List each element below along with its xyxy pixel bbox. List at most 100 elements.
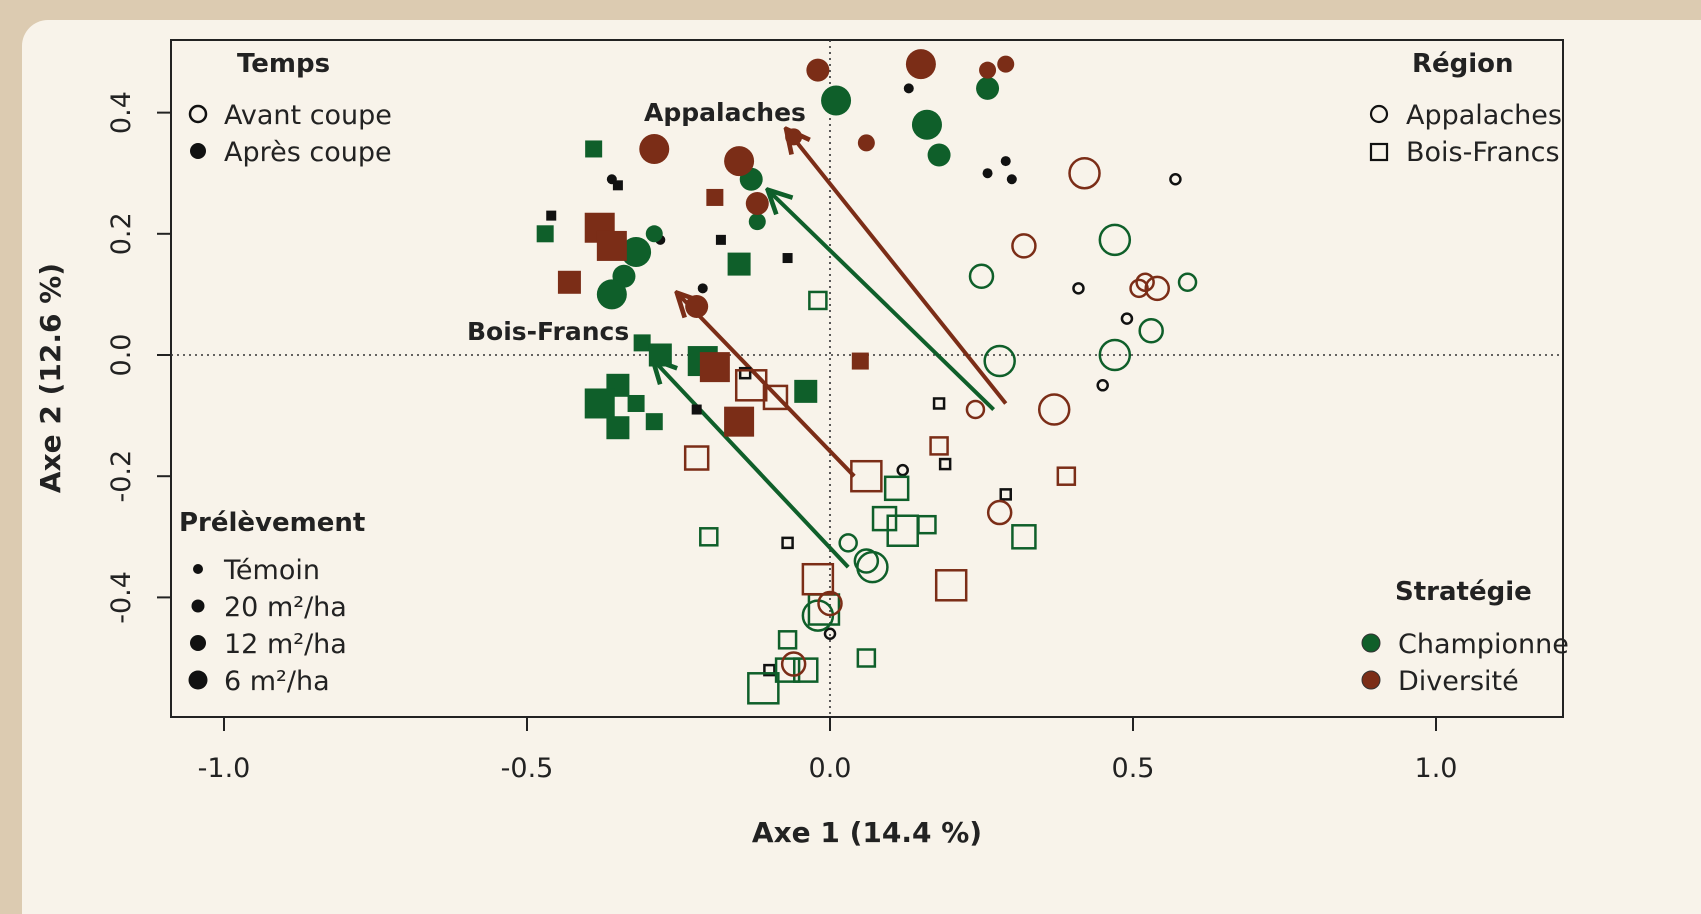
data-point [585,140,603,158]
data-point [929,436,949,456]
data-point [612,180,623,191]
data-point [932,397,946,410]
data-point [997,55,1015,73]
data-point [596,230,627,261]
data-point [1098,338,1132,372]
x-tick-label: -0.5 [501,753,554,784]
data-point [911,109,942,140]
data-point [927,143,951,167]
x-axis: -1.0 -0.5 0.0 0.5 1.0 [198,717,1458,784]
data-point [856,648,877,668]
data-point [1177,272,1198,293]
data-point [1068,156,1101,190]
data-point [546,210,557,221]
data-point [883,475,910,502]
square-shape-icon [1369,142,1389,162]
data-point [584,388,615,419]
data-point [699,352,730,383]
data-point [968,263,995,289]
y-tick-label: 0.2 [106,212,137,255]
legend-prelevement-item: 6 m²/ha [224,666,330,697]
data-point [715,234,726,245]
data-point [683,445,710,471]
legend-region-item: Bois-Francs [1406,137,1560,168]
data-point [817,590,843,617]
annotation-appalaches: Appalaches [644,98,806,127]
data-point [780,651,807,677]
data-point [763,663,776,677]
data-point [801,562,835,596]
data-point [1056,466,1077,486]
legend-prelevement: Prélèvement Témoin 20 m²/ha 12 m²/ha 6 m… [179,508,365,697]
data-point [774,657,801,683]
data-point [1011,524,1037,550]
legend-prelevement-item: Témoin [223,555,320,586]
dot-size-icon [193,564,203,574]
legend-strategie-item: Championne [1398,629,1569,660]
data-point [979,61,997,79]
data-point [1120,312,1134,325]
data-point [596,279,627,310]
data-point [645,225,663,243]
data-point [1072,282,1085,295]
circle-shape-icon [1369,104,1389,124]
data-point [905,49,936,80]
data-point [557,270,581,294]
data-point [982,168,993,179]
data-point [851,352,869,370]
data-point [697,283,708,294]
data-point [823,627,837,641]
legend-region: Région Appalaches Bois-Francs [1369,49,1562,168]
data-point [685,295,709,319]
legend-strategie-title: Stratégie [1395,577,1532,607]
data-point [699,527,719,547]
data-point [853,548,880,574]
x-axis-title: Axe 1 (14.4 %) [752,816,982,849]
data-point [785,128,803,146]
chart-card: -1.0 -0.5 0.0 0.5 1.0 -0.4 -0.2 0.0 0.2 0.4 Appa… [22,20,1701,914]
data-point [1144,275,1170,302]
data-point [738,366,752,380]
data-point [1129,278,1149,299]
data-point [633,334,651,352]
legend-temps: Temps Avant coupe Après coupe [188,49,392,168]
data-point [857,134,875,152]
y-axis-title: Axe 2 (12.6 %) [34,263,67,493]
x-tick-label: -1.0 [198,753,251,784]
data-point [1096,379,1109,392]
data-point [856,550,889,584]
open-circle-icon [188,104,208,124]
data-point [1098,223,1132,257]
data-point [871,505,898,532]
data-points [536,49,1198,705]
dot-size-icon [190,635,206,651]
x-tick-label: 0.0 [809,753,852,784]
x-tick-label: 1.0 [1415,753,1458,784]
data-point [781,536,794,550]
data-point [627,394,645,412]
data-point [747,672,780,705]
data-point [639,133,670,164]
trajectory-arrows [654,131,1008,569]
y-axis: -0.4 -0.2 0.0 0.2 0.4 [106,91,171,624]
data-point [896,463,909,477]
data-point [965,399,986,420]
data-point [938,457,952,471]
data-point [762,384,789,411]
legend-temps-item: Après coupe [224,137,392,168]
y-tick-label: -0.2 [106,450,137,503]
data-point [1037,393,1071,426]
data-point [999,488,1012,501]
legend-temps-title: Temps [237,49,330,79]
legend-prelevement-item: 20 m²/ha [224,592,347,623]
trajectory-arrow [788,131,1008,405]
data-point [745,192,769,215]
data-point [850,459,883,493]
legend-temps-item: Avant coupe [224,100,392,131]
legend-strategie: Stratégie Championne Diversité [1361,577,1569,697]
data-point [691,404,702,415]
data-point [983,344,1016,378]
data-point [727,252,751,276]
data-point [1000,156,1011,167]
data-point [838,533,858,553]
